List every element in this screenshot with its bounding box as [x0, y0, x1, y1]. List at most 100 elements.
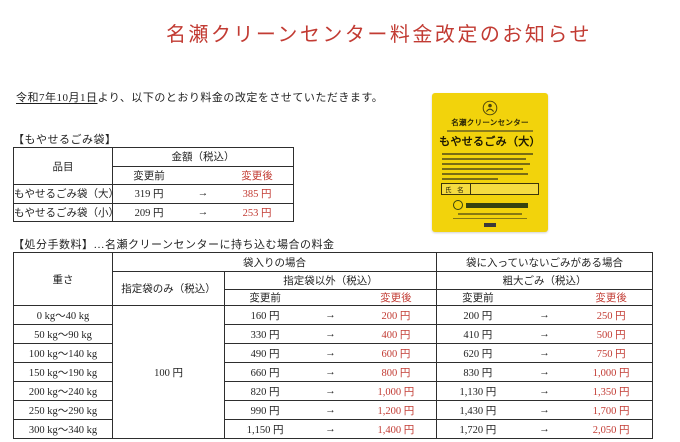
arrow-icon: → [325, 423, 336, 435]
non-designated-header: 指定袋以外（税込） [224, 271, 437, 290]
price-before: 660 円 [250, 367, 280, 379]
price-after: 253 円 [242, 207, 272, 219]
price-change-cell: 209 円 → 253 円 [112, 202, 294, 222]
price-after: 2,050 円 [592, 424, 630, 436]
garbage-bag-image: 名瀬クリーンセンター もやせるごみ（大） 氏 名 [432, 93, 548, 232]
fine-print-line [442, 158, 527, 160]
table-row: もやせるごみ袋（小） 209 円 → 253 円 [13, 202, 294, 222]
price-before: 160 円 [250, 310, 280, 322]
arrow-icon: → [325, 404, 336, 416]
table-row: 0 kg～40 kg 100 円 160 円 → 200 円 200 円 → 2… [13, 305, 653, 439]
weight-range: 0 kg～40 kg [13, 305, 113, 325]
bag-name-field: 氏 名 [441, 183, 539, 195]
bulky-header: 粗大ごみ（税込） [436, 271, 653, 290]
weight-column-header: 重さ [13, 252, 113, 306]
price-before: 1,130 円 [459, 386, 497, 398]
price-after: 385 円 [242, 189, 272, 201]
arrow-icon: → [197, 188, 209, 200]
fees-section-title: 【処分手数料】…名瀬クリーンセンターに持ち込む場合の料金 [13, 239, 335, 251]
price-after: 1,000 円 [592, 367, 630, 379]
price-after: 400 円 [381, 329, 411, 341]
arrow-icon: → [539, 309, 550, 321]
bulky-price-change-cell: 830 円 → 1,000 円 [436, 362, 653, 382]
unbagged-case-header: 袋に入っていないごみがある場合 [436, 252, 653, 272]
fine-print-line [442, 168, 523, 170]
price-after: 1,000 円 [377, 386, 415, 398]
before-header: 変更前 [133, 170, 165, 182]
arrow-icon: → [539, 366, 550, 378]
designated-only-price: 100 円 [112, 305, 225, 439]
bag-subtitle-line [447, 130, 533, 132]
bulky-price-change-cell: 1,720 円 → 2,050 円 [436, 419, 653, 439]
bagged-case-header: 袋入りの場合 [112, 252, 437, 272]
table-row: もやせるごみ袋（大） 319 円 → 385 円 [13, 184, 294, 204]
bulky-price-change-cell: 1,130 円 → 1,350 円 [436, 381, 653, 401]
arrow-icon: → [539, 347, 550, 359]
item-name: もやせるごみ袋（小） [13, 202, 113, 222]
before-after-header-cell: 変更前 変更後 [112, 165, 294, 185]
bag-mascot-icon [482, 100, 498, 116]
weight-range: 50 kg～90 kg [13, 324, 113, 344]
weight-range: 250 kg～290 kg [13, 400, 113, 420]
arrow-icon: → [325, 309, 336, 321]
price-before: 410 円 [463, 329, 493, 341]
bag-center-name: 名瀬クリーンセンター [451, 118, 529, 127]
arrow-icon: → [539, 328, 550, 340]
price-before: 209 円 [134, 207, 164, 219]
fine-print-line [442, 173, 529, 175]
price-after: 800 円 [381, 367, 411, 379]
price-before: 1,150 円 [246, 424, 284, 436]
designated-only-header: 指定袋のみ（税込） [112, 271, 225, 306]
arrow-icon: → [539, 423, 550, 435]
arrow-icon: → [539, 385, 550, 397]
table-row: 200 kg～240 kg 820 円 → 1,000 円 1,130 円 → … [13, 381, 653, 401]
after-header: 変更後 [380, 293, 412, 304]
disposal-fees-table: 重さ 袋入りの場合 袋に入っていないごみがある場合 指定袋のみ（税込） 指定袋以… [13, 252, 653, 439]
after-header: 変更後 [241, 170, 273, 182]
nd-price-change-cell: 660 円 → 800 円 [224, 362, 437, 382]
price-after: 200 円 [381, 310, 411, 322]
nd-price-change-cell: 990 円 → 1,200 円 [224, 400, 437, 420]
weight-range: 300 kg～340 kg [13, 419, 113, 439]
table-row: 300 kg～340 kg 1,150 円 → 1,400 円 1,720 円 … [13, 419, 653, 439]
recycle-icon [452, 200, 463, 210]
price-before: 490 円 [250, 348, 280, 360]
bags-section-title: 【もやせるごみ袋】 [13, 134, 117, 146]
before-header: 変更前 [249, 293, 281, 304]
bulky-price-change-cell: 1,430 円 → 1,700 円 [436, 400, 653, 420]
nd-price-change-cell: 1,150 円 → 1,400 円 [224, 419, 437, 439]
nd-price-change-cell: 490 円 → 600 円 [224, 343, 437, 363]
price-before: 330 円 [250, 329, 280, 341]
price-before: 1,430 円 [459, 405, 497, 417]
price-before: 830 円 [463, 367, 493, 379]
amount-column-header: 金額（税込） [112, 147, 294, 167]
weight-range: 200 kg～240 kg [13, 381, 113, 401]
fine-print-line [442, 178, 498, 180]
price-after: 1,700 円 [592, 405, 630, 417]
bulky-price-change-cell: 200 円 → 250 円 [436, 305, 653, 325]
price-before: 1,720 円 [459, 424, 497, 436]
bag-footer-line [458, 213, 522, 215]
table-row: 250 kg～290 kg 990 円 → 1,200 円 1,430 円 → … [13, 400, 653, 420]
bag-prices-table: 品目 金額（税込） 変更前 変更後 もやせるごみ袋（大） 319 円 → 385… [13, 147, 294, 222]
arrow-icon: → [325, 328, 336, 340]
bulky-price-change-cell: 620 円 → 750 円 [436, 343, 653, 363]
price-before: 620 円 [463, 348, 493, 360]
price-change-cell: 319 円 → 385 円 [112, 184, 294, 204]
price-after: 1,400 円 [377, 424, 415, 436]
price-before: 319 円 [134, 189, 164, 201]
price-after: 250 円 [596, 310, 626, 322]
bag-type-label: もやせるごみ（大） [439, 136, 541, 148]
price-after: 600 円 [381, 348, 411, 360]
after-header: 変更後 [595, 293, 627, 304]
before-header: 変更前 [462, 293, 494, 304]
page-title: 名瀬クリーンセンター料金改定のお知らせ [165, 24, 593, 46]
fine-print-line [442, 153, 534, 155]
weight-range: 150 kg～190 kg [13, 362, 113, 382]
weight-range: 100 kg～140 kg [13, 343, 113, 363]
bag-bottom-mark [484, 223, 496, 227]
effective-date: 令和7年10月1日 [16, 92, 98, 104]
arrow-icon: → [325, 385, 336, 397]
price-after: 750 円 [596, 348, 626, 360]
